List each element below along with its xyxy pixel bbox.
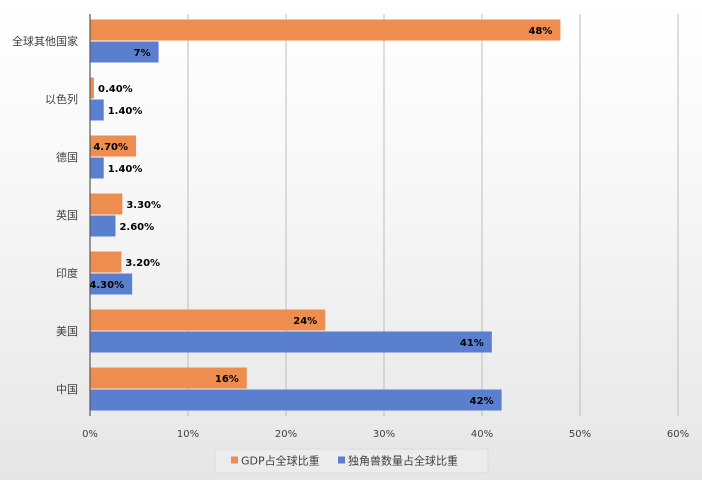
unicorn-bar (90, 215, 116, 237)
gdp-bar (90, 135, 137, 157)
legend-label: GDP占全球比重 (241, 454, 320, 468)
legend-swatch (338, 456, 345, 464)
unicorn-bar (90, 41, 159, 63)
unicorn-bar (90, 99, 104, 121)
unicorn-bar (90, 157, 104, 179)
legend-box (214, 448, 489, 474)
data-label: 7% (134, 48, 151, 59)
data-label: 48% (528, 26, 552, 37)
data-label: 41% (460, 338, 484, 349)
data-label: 24% (293, 316, 317, 327)
x-tick-label: 30% (373, 429, 395, 440)
x-tick-label: 10% (177, 429, 199, 440)
x-tick-label: 50% (569, 429, 591, 440)
unicorn-bar (90, 273, 133, 295)
gdp-bar (90, 19, 561, 41)
gdp-bar (90, 251, 122, 273)
x-tick-label: 40% (471, 429, 493, 440)
category-label: 美国 (56, 325, 78, 338)
category-label: 印度 (56, 266, 78, 280)
data-label: 16% (215, 374, 239, 385)
gdp-bar (90, 193, 123, 215)
category-label: 以色列 (45, 92, 78, 106)
category-label: 全球其他国家 (12, 34, 78, 48)
category-label: 英国 (56, 208, 78, 222)
data-label: 2.60% (119, 222, 154, 233)
unicorn-bar (90, 389, 502, 411)
bars (90, 19, 561, 411)
x-tick-label: 20% (275, 429, 297, 440)
data-label: 42% (470, 396, 494, 407)
legend: GDP占全球比重 独角兽数量占全球比重 (214, 448, 489, 474)
gdp-bar (90, 367, 247, 389)
legend-label: 独角兽数量占全球比重 (348, 454, 458, 468)
gdp-bar (90, 309, 326, 331)
x-tick-label: 60% (667, 429, 689, 440)
grid-lines (187, 14, 679, 416)
data-label: 1.40% (108, 164, 143, 175)
gdp-bar (90, 77, 94, 99)
data-label: 3.20% (125, 258, 160, 269)
data-label: 0.40% (98, 84, 133, 95)
unicorn-bar (90, 331, 492, 353)
x-tick-label: 0% (82, 429, 98, 440)
legend-swatch (231, 456, 238, 464)
data-label: 3.30% (126, 200, 161, 211)
data-labels: 48% 7% 0.40% 1.40% 4.70% 1.40% 3.30% 2.60% 3.20%… (89, 26, 552, 407)
data-label: 1.40% (108, 106, 143, 117)
category-label: 中国 (56, 383, 78, 396)
category-label: 德国 (56, 150, 78, 164)
data-label: 4.70% (93, 142, 128, 153)
data-label: 4.30% (89, 280, 124, 291)
